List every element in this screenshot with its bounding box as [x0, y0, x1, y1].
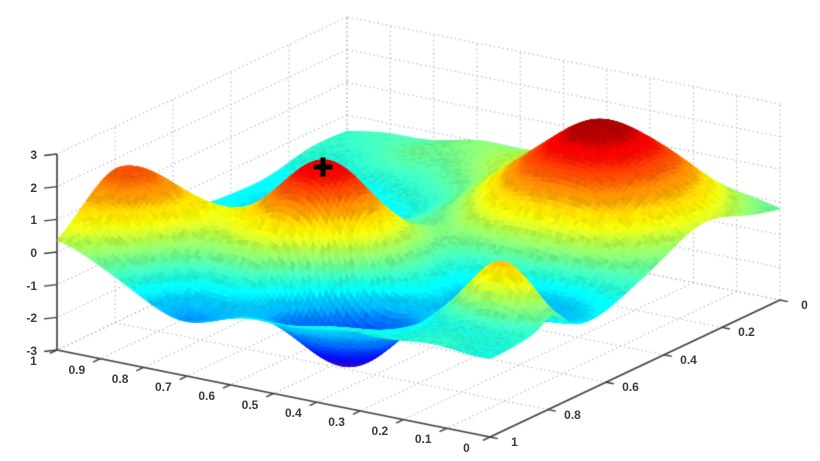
x-tick-label: 0.9	[68, 362, 86, 377]
z-tick-label: -3	[26, 344, 37, 358]
y-tick-label: 1	[511, 434, 518, 449]
x-tick-label: 0.5	[241, 397, 259, 412]
x-tick-label: 0.1	[414, 432, 432, 447]
y-tick-label: 0.8	[564, 407, 581, 422]
z-tick-label: -1	[26, 278, 37, 293]
y-tick-label: 0.4	[680, 352, 697, 367]
x-tick-label: 0.8	[111, 371, 129, 386]
z-tick-label: -2	[26, 311, 37, 326]
z-tick-label: 0	[30, 245, 37, 260]
y-tick-label: 0.6	[622, 380, 639, 395]
y-tick-label: 0.2	[738, 325, 755, 340]
z-tick-label: 2	[30, 180, 37, 195]
x-tick-label: 0.4	[284, 406, 302, 421]
peak-marker-bar-v	[320, 157, 326, 177]
x-tick-label: 0.3	[328, 415, 345, 429]
z-tick-label: 3	[30, 147, 37, 162]
x-tick-label: 0.6	[198, 388, 216, 403]
x-tick-label: 0.2	[371, 423, 389, 438]
x-tick-label: 0.7	[155, 380, 172, 395]
y-tick-label: 0	[801, 297, 808, 312]
x-tick-label: 0	[463, 441, 470, 456]
z-tick-label: 1	[30, 213, 37, 228]
x-tick-label: 1	[30, 354, 37, 369]
peak-marker	[313, 157, 333, 177]
